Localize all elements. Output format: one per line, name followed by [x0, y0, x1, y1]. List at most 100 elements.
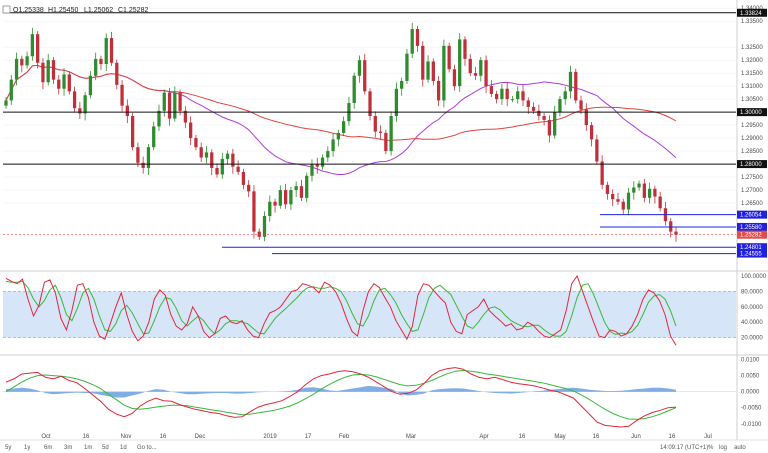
- candle: [62, 74, 66, 89]
- range-3m-button[interactable]: 3m: [64, 445, 72, 451]
- candle: [141, 162, 145, 168]
- candle: [616, 199, 620, 202]
- time-tick-label: Jun: [631, 434, 641, 440]
- price-tick-label: 1.31500: [741, 71, 763, 77]
- candle: [130, 116, 135, 148]
- range-5d-button[interactable]: 5d: [102, 445, 109, 451]
- candle: [500, 88, 504, 100]
- price-axis[interactable]: 1.340001.335001.325001.320001.315001.310…: [737, 6, 767, 428]
- time-tick-label: 17: [305, 434, 312, 440]
- time-tick-label: 16: [593, 434, 600, 440]
- candle: [46, 60, 50, 83]
- candle: [516, 91, 520, 100]
- candle: [547, 119, 552, 136]
- level-tag-label: 1.24801: [740, 245, 762, 251]
- candle: [236, 166, 240, 172]
- level-tag: [737, 108, 767, 117]
- stochastic-tick-label: 60.0000: [741, 305, 763, 311]
- macd-tick-label: -0.0100: [741, 422, 762, 428]
- candle: [194, 138, 198, 148]
- price-pane[interactable]: [3, 12, 736, 255]
- candle: [72, 91, 77, 109]
- level-tag: [737, 230, 767, 239]
- candle: [589, 125, 594, 140]
- macd-signal-line: [5, 369, 677, 420]
- percent-scale-toggle[interactable]: %: [708, 445, 714, 451]
- range-5y-button[interactable]: 5y: [5, 445, 11, 451]
- level-tag-label: 1.33824: [740, 11, 762, 17]
- candle: [568, 71, 573, 92]
- candle: [357, 60, 362, 76]
- time-tick-label: Dec: [195, 434, 206, 440]
- candle: [204, 152, 209, 158]
- candle: [669, 221, 673, 232]
- candle: [426, 61, 430, 80]
- legend-close: C1.25282: [118, 7, 148, 14]
- range-1y-button[interactable]: 1y: [24, 445, 30, 451]
- candle: [452, 69, 457, 87]
- candle: [674, 231, 678, 235]
- time-tick-label: 2019: [263, 434, 277, 440]
- stochastic-pane[interactable]: [3, 274, 736, 346]
- candle: [436, 80, 441, 101]
- candle: [310, 164, 314, 176]
- candle: [642, 183, 646, 198]
- macd-pane[interactable]: [3, 367, 736, 428]
- level-tag: [737, 249, 767, 258]
- candle: [225, 153, 230, 159]
- candle: [553, 112, 557, 136]
- range-1m-button[interactable]: 1m: [84, 445, 92, 451]
- legend-collapse-icon[interactable]: [2, 5, 11, 14]
- time-tick-label: Nov: [121, 434, 132, 440]
- time-axis[interactable]: Oct 16 Nov 16 Dec 2019 17 Feb Mar Apr 16 May 16 Jun 16…: [41, 434, 712, 440]
- macd-line: [5, 367, 677, 428]
- range-1d-button[interactable]: 1d: [120, 445, 127, 451]
- candle: [157, 110, 161, 127]
- candle: [115, 62, 119, 85]
- candle: [537, 110, 541, 117]
- candle: [136, 147, 140, 163]
- candle: [637, 183, 641, 188]
- candle: [458, 39, 462, 87]
- range-6m-button[interactable]: 6m: [44, 445, 52, 451]
- candle: [9, 79, 13, 101]
- candle: [421, 45, 425, 80]
- candle: [320, 157, 325, 167]
- price-tick-label: 1.30500: [741, 97, 763, 103]
- candle: [25, 56, 29, 66]
- candle: [410, 28, 414, 54]
- candle: [14, 58, 19, 80]
- auto-scale-toggle[interactable]: auto: [734, 445, 746, 451]
- candle: [283, 190, 288, 205]
- log-scale-toggle[interactable]: log: [719, 445, 727, 451]
- candle: [468, 58, 472, 74]
- candle: [57, 79, 61, 89]
- goto-date-button[interactable]: Go to...: [137, 445, 157, 451]
- candle: [152, 126, 156, 148]
- candle: [83, 95, 87, 114]
- price-tick-label: 1.27500: [741, 175, 763, 181]
- candle: [257, 231, 261, 237]
- candle: [99, 58, 103, 65]
- candle: [210, 152, 214, 168]
- stochastic-d-line: [5, 280, 677, 337]
- ohlc-legend: O1.25338 H1.25450 L1.25062 C1.25282: [2, 5, 148, 14]
- candle: [262, 216, 267, 237]
- level-tag-label: 1.25282: [740, 233, 762, 239]
- candle: [489, 86, 493, 94]
- macd-tick-label: 0.0050: [741, 374, 760, 380]
- candle: [484, 60, 488, 87]
- level-tag-label: 1.26054: [740, 213, 762, 219]
- price-tick-label: 1.28500: [741, 149, 763, 155]
- price-tick-label: 1.32000: [741, 58, 763, 64]
- candle: [273, 201, 277, 206]
- candle: [463, 39, 467, 59]
- level-tag-label: 1.28000: [740, 162, 762, 168]
- time-tick-label: 16: [669, 434, 676, 440]
- candle: [442, 45, 446, 101]
- level-tag: [737, 8, 767, 17]
- candle: [67, 74, 71, 92]
- candle: [30, 34, 35, 57]
